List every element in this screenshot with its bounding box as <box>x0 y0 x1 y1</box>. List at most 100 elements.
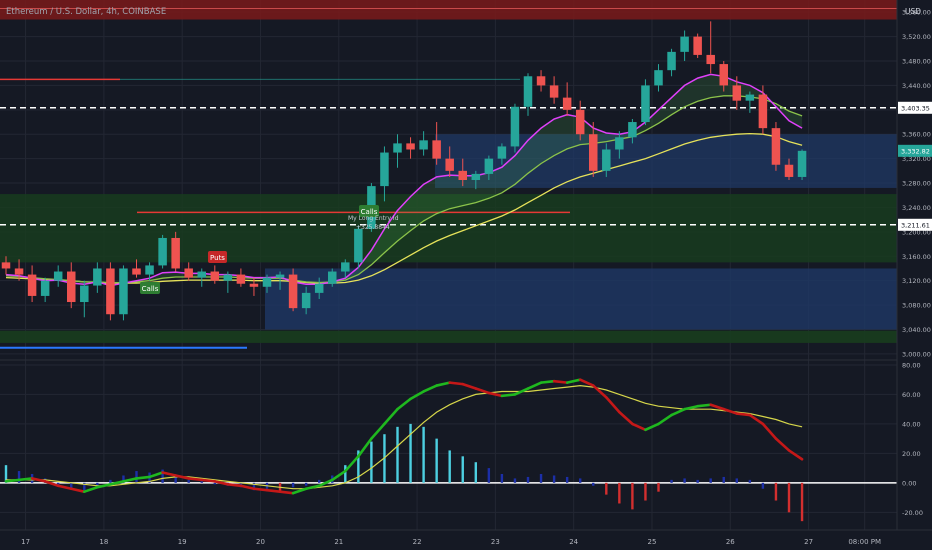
candle-body-34 <box>445 158 454 171</box>
candle-22 <box>288 268 298 312</box>
candle-24 <box>314 277 324 299</box>
candle-body-55 <box>719 64 728 86</box>
candle-43 <box>562 82 572 116</box>
osc-main-seg-29 <box>370 422 386 440</box>
candle-body-2 <box>27 274 37 296</box>
candle-16 <box>210 265 220 284</box>
candle-body-22 <box>288 274 298 309</box>
candle-52 <box>680 30 689 62</box>
candle-body-61 <box>797 150 807 177</box>
osc-hist-bar-49 <box>644 482 647 501</box>
candle-body-7 <box>93 268 102 286</box>
candle-body-58 <box>758 94 768 129</box>
candle-35 <box>458 158 467 187</box>
osc-main-seg-19 <box>239 484 256 491</box>
osc-main-seg-8 <box>96 483 112 489</box>
candle-11 <box>145 262 154 281</box>
price-tick-8: 3,240.00 <box>902 204 931 212</box>
calls-marker-2[interactable]: Calls <box>359 205 379 217</box>
osc-hist-bar-41 <box>539 474 543 483</box>
candle-27 <box>354 225 363 269</box>
time-label-6: 23 <box>491 538 500 546</box>
osc-hist-bar-42 <box>552 475 556 483</box>
candle-body-4 <box>53 271 63 281</box>
candle-body-35 <box>458 170 467 180</box>
candle-30 <box>393 134 402 168</box>
osc-hist-bar-40 <box>526 476 530 483</box>
candle-body-17 <box>223 274 233 281</box>
candle-56 <box>732 76 742 110</box>
candle-14 <box>184 262 193 281</box>
candle-body-24 <box>314 283 324 293</box>
candle-44 <box>575 100 585 141</box>
osc-main-seg-20 <box>252 487 269 492</box>
candle-25 <box>328 268 337 287</box>
osc-main-seg-37 <box>474 387 491 395</box>
puts-marker[interactable]: Puts <box>208 251 227 263</box>
osc-main-seg-40 <box>513 387 530 396</box>
time-label-3: 20 <box>256 538 265 546</box>
candle-8 <box>106 262 115 321</box>
osc-main-seg-46 <box>591 384 608 399</box>
calls-label-1: Calls <box>142 285 159 293</box>
osc-main-seg-45 <box>578 378 595 387</box>
candle-7 <box>93 262 102 293</box>
price-tick-12: 3,080.00 <box>902 302 931 310</box>
price-tick-11: 3,120.00 <box>902 277 931 285</box>
osc-main-seg-53 <box>683 404 699 411</box>
osc-main-seg-59 <box>761 422 778 440</box>
osc-tick-3: 20.00 <box>902 450 921 458</box>
candle-4 <box>53 265 63 287</box>
candle-body-14 <box>184 268 193 278</box>
osc-hist-bar-15 <box>200 481 203 483</box>
candle-29 <box>380 146 389 202</box>
price-axis[interactable]: USD 3,560.00 3,520.00 3,480.00 3,440.00 3,40… <box>896 0 932 530</box>
candle-36 <box>471 170 481 190</box>
candle-body-13 <box>171 237 180 269</box>
osc-hist-bar-46 <box>605 482 608 495</box>
candle-body-47 <box>615 137 624 150</box>
osc-main-seg-41 <box>526 381 543 390</box>
candle-0 <box>1 256 11 275</box>
price-tick-1: 3,520.00 <box>902 33 931 41</box>
osc-hist-bar-50 <box>657 482 660 492</box>
candle-body-40 <box>523 76 533 107</box>
osc-main-seg-21 <box>265 488 282 493</box>
calls-marker-1[interactable]: Calls <box>140 282 160 294</box>
time-label-2: 19 <box>178 538 187 546</box>
osc-hist-bar-22 <box>291 482 295 488</box>
signal-markers: Calls Calls Puts My Long Entry Id +325.8… <box>140 205 399 294</box>
currency-label: USD <box>905 7 921 16</box>
osc-main-seg-55 <box>709 403 726 411</box>
osc-main-seg-34 <box>435 381 452 387</box>
price-tick-6: 3,320.00 <box>902 155 931 163</box>
time-axis[interactable]: 17 18 19 20 21 22 23 24 25 26 27 08:00 PM <box>0 529 932 550</box>
candle-61 <box>797 149 807 180</box>
osc-hist-bar-8 <box>109 479 112 483</box>
osc-hist-bar-43 <box>565 476 569 483</box>
candle-body-9 <box>119 268 128 315</box>
time-label-1: 18 <box>99 538 108 546</box>
osc-hist-bar-28 <box>370 441 373 483</box>
osc-hist-bar-13 <box>174 476 177 483</box>
osc-hist-bar-39 <box>513 478 517 483</box>
candle-55 <box>719 61 728 92</box>
candle-39 <box>510 103 520 153</box>
candle-body-38 <box>497 146 507 159</box>
price-tick-14: 3,000.00 <box>902 350 931 358</box>
osc-hist-bar-14 <box>187 479 190 483</box>
candle-body-39 <box>510 106 520 147</box>
candle-body-54 <box>706 54 715 65</box>
osc-hist-bar-33 <box>435 438 438 483</box>
green-ma-line <box>5 95 803 284</box>
osc-hist-bar-60 <box>787 482 791 513</box>
osc-main-seg-7 <box>83 485 99 493</box>
candle-37 <box>484 155 494 180</box>
price-tick-0: 3,560.00 <box>902 9 931 17</box>
candle-body-44 <box>575 109 585 135</box>
osc-hist-bar-59 <box>774 482 778 501</box>
osc-main-seg-32 <box>409 390 425 401</box>
osc-main-seg-25 <box>317 478 334 488</box>
osc-hist-bar-12 <box>161 469 164 483</box>
